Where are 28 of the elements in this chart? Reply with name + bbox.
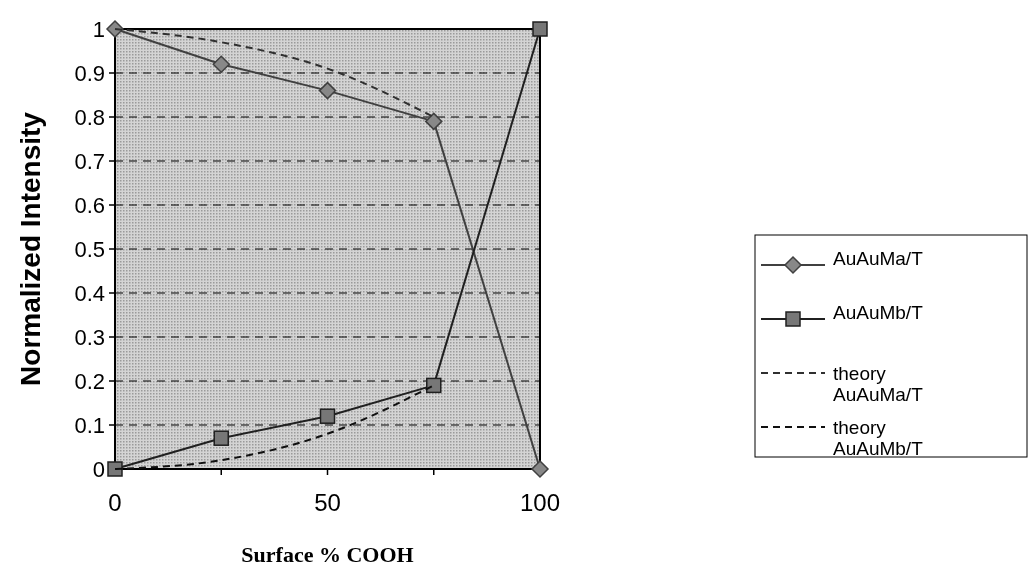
y-tick-label: 0.9	[74, 60, 105, 86]
point	[532, 21, 548, 37]
point	[425, 112, 443, 131]
legend-label: AuAuMa/T	[833, 248, 924, 269]
point	[318, 81, 337, 100]
y-tick-label: 0.6	[74, 192, 105, 218]
point	[426, 377, 442, 394]
y-tick-label: 0.1	[74, 412, 105, 438]
y-tick-label: 0.8	[74, 104, 105, 130]
legend-label: theory AuAuMa/T	[833, 362, 924, 405]
y-tick-label: 0.3	[74, 324, 105, 350]
legend-label: theory AuAuMb/T	[833, 416, 924, 459]
x-axis-title: Surface % COOH	[241, 542, 414, 567]
point	[531, 460, 549, 478]
y-tick-label: 0.4	[74, 280, 105, 306]
legend-label: AuAuMb/T	[833, 302, 924, 323]
y-axis-title: Normalized Intensity	[15, 111, 46, 386]
y-tick-label: 0.5	[74, 236, 105, 262]
y-tick-label: 0	[92, 456, 105, 482]
point	[319, 408, 336, 424]
y-tick-label: 1	[92, 16, 105, 42]
point	[213, 430, 229, 446]
point	[212, 55, 230, 73]
point	[107, 461, 123, 477]
y-tick-label: 0.2	[74, 368, 105, 394]
x-tick-label: 100	[519, 489, 561, 516]
x-tick-label: 50	[314, 489, 341, 516]
y-tick-label: 0.7	[74, 148, 105, 174]
